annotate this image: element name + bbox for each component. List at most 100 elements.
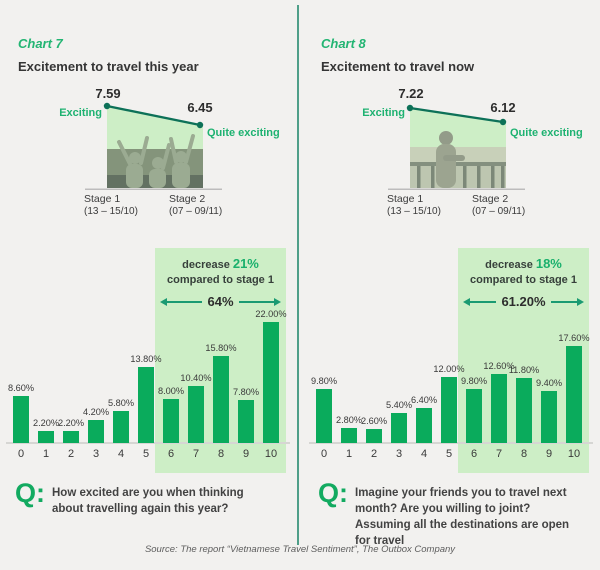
bar-value-label: 12.00%: [433, 364, 465, 374]
bar: [63, 431, 79, 443]
x-tick-label: 5: [445, 448, 453, 460]
question-mark-icon: Q:: [15, 478, 45, 508]
x-tick-label: 6: [470, 448, 478, 460]
chart-title: Excitement to travel this year: [18, 59, 199, 74]
bar: [88, 420, 104, 443]
x-tick-label: 5: [142, 448, 150, 460]
bar-value-label: 12.60%: [483, 361, 515, 371]
concert-photo: [107, 134, 203, 188]
bar-value-label: 10.40%: [180, 373, 212, 383]
chart-number-label: Chart 8: [321, 36, 366, 51]
stage1-name: Stage 1: [387, 193, 424, 205]
stage2-dates: (07 – 09/11): [169, 206, 223, 217]
x-tick-label: 10: [264, 448, 278, 460]
bar-value-label: 2.80%: [335, 415, 363, 425]
x-tick-label: 4: [420, 448, 428, 460]
stage2-point: [499, 118, 507, 126]
decrease-percent: 21%: [232, 256, 259, 271]
x-tick-label: 9: [242, 448, 250, 460]
bar-chart: 9.80% 0 2.80% 1 2.60% 2 5.40% 3 6.40% 4 12.00% 5 9.8…: [303, 0, 600, 570]
x-tick-label: 1: [42, 448, 50, 460]
bar-value-label: 5.80%: [107, 398, 135, 408]
panel-divider: [297, 5, 299, 545]
bar-value-label: 22.00%: [255, 309, 287, 319]
stage2-name: Stage 2: [472, 193, 509, 205]
bar-value-label: 17.60%: [558, 333, 590, 343]
stage2-name: Stage 2: [169, 193, 206, 205]
share-percent: 64%: [207, 294, 234, 310]
bar: [188, 386, 204, 443]
bar-value-label: 15.80%: [205, 343, 237, 353]
arrow-left-icon: [160, 297, 167, 306]
bar-value-label: 4.20%: [82, 407, 110, 417]
stage1-point: [406, 104, 414, 112]
stage1-dates: (13 – 15/10): [387, 206, 441, 217]
share-span-arrow: 64%: [160, 294, 281, 309]
stage1-value: 7.22: [398, 86, 424, 101]
arrow-left-icon: [463, 297, 470, 306]
bar: [316, 389, 332, 443]
bar: [13, 396, 29, 443]
stage2-tag: Quite exciting: [510, 127, 583, 139]
bar-value-label: 9.80%: [460, 376, 488, 386]
decrease-percent: 18%: [535, 256, 562, 271]
bar: [366, 429, 382, 443]
x-tick-label: 0: [320, 448, 328, 460]
bar-value-label: 2.20%: [57, 418, 85, 428]
chart-title: Excitement to travel now: [321, 59, 475, 74]
bar-value-label: 13.80%: [130, 354, 162, 364]
decrease-annotation: decrease 21%: [155, 256, 286, 273]
bar-value-label: 2.20%: [32, 418, 60, 428]
bar: [391, 413, 407, 443]
bar-value-label: 9.40%: [535, 378, 563, 388]
bar-value-label: 11.80%: [508, 365, 540, 375]
decrease-compare-line: compared to stage 1: [470, 273, 577, 286]
x-tick-label: 8: [520, 448, 528, 460]
bar: [341, 428, 357, 443]
x-tick-label: 4: [117, 448, 125, 460]
bar: [113, 411, 129, 443]
stage2-dates: (07 – 09/11): [472, 206, 526, 217]
stage2-value: 6.45: [187, 100, 213, 115]
x-tick-label: 9: [545, 448, 553, 460]
bar-value-label: 2.60%: [360, 416, 388, 426]
bar: [491, 374, 507, 443]
share-percent: 61.20%: [501, 294, 546, 310]
bar: [541, 391, 557, 443]
bar: [441, 377, 457, 443]
source-citation: Source: The report “Vietnamese Travel Se…: [144, 544, 456, 555]
stage-line-chart: [85, 102, 222, 190]
x-tick-label: 1: [345, 448, 353, 460]
share-span-arrow: 61.20%: [463, 294, 584, 309]
x-tick-label: 3: [92, 448, 100, 460]
stage1-tag: Exciting: [59, 107, 102, 119]
stage1-name: Stage 1: [84, 193, 121, 205]
bar-value-label: 6.40%: [410, 395, 438, 405]
arrow-right-icon: [577, 297, 584, 306]
bar: [466, 389, 482, 443]
decrease-compare-line: compared to stage 1: [167, 273, 274, 286]
decrease-annotation: decrease 18%: [458, 256, 589, 273]
x-tick-label: 3: [395, 448, 403, 460]
stage2-point: [196, 121, 204, 129]
x-tick-label: 7: [495, 448, 503, 460]
decrease-prefix: decrease: [182, 259, 230, 271]
arrow-right-icon: [274, 297, 281, 306]
decrease-prefix: decrease: [485, 259, 533, 271]
trend-line: [105, 104, 202, 127]
bar: [163, 399, 179, 443]
trend-line: [408, 106, 505, 124]
bar-chart: 8.60% 0 2.20% 1 2.20% 2 4.20% 3 5.80% 4 13.80% 5 8.0…: [0, 0, 297, 570]
bar: [566, 346, 582, 443]
bar: [138, 367, 154, 443]
x-tick-label: 2: [370, 448, 378, 460]
question-text: Imagine your friends you to travel next …: [355, 487, 570, 547]
bar-value-label: 8.60%: [7, 383, 35, 393]
x-tick-label: 10: [567, 448, 581, 460]
stage2-tag: Quite exciting: [207, 127, 280, 139]
stage1-point: [103, 102, 111, 110]
stage1-value: 7.59: [95, 86, 121, 101]
bar-value-label: 9.80%: [310, 376, 338, 386]
bar: [516, 378, 532, 443]
